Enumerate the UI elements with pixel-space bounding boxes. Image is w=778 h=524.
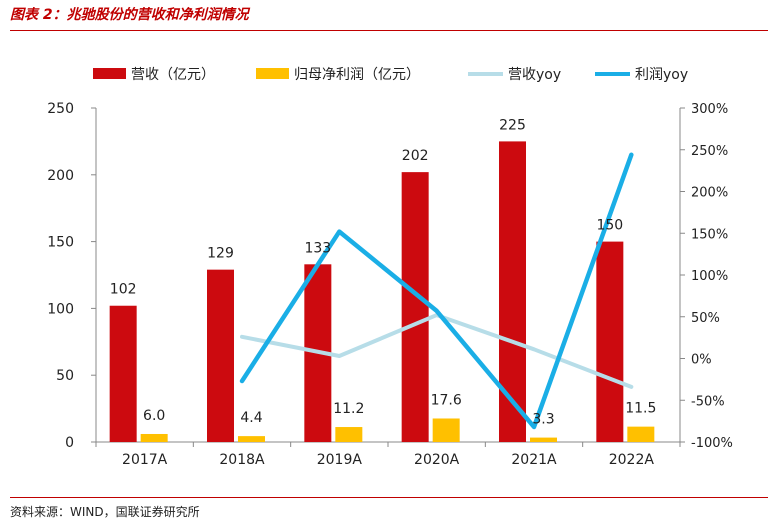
- profit-yoy-line: [239, 152, 634, 430]
- revenue-label: 150: [596, 218, 623, 234]
- y-right-tick-label: 100%: [691, 269, 728, 284]
- profit-label: 3.3: [532, 412, 554, 428]
- revenue-yoy-line: [240, 313, 634, 389]
- x-tick-label: 2022A: [609, 452, 655, 468]
- y-right-tick-label: -50%: [691, 394, 725, 409]
- y-right-tick-label: 50%: [691, 311, 720, 326]
- combo-chart: 营收（亿元） 归母净利润（亿元） 营收yoy 利润yoy 0 50 100 150 200 25…: [47, 66, 733, 468]
- y-right-tick-label: 150%: [691, 227, 728, 242]
- revenue-label: 129: [207, 246, 234, 262]
- y-right-tick-label: 0%: [691, 353, 712, 368]
- y-left-tick-label: 100: [47, 301, 74, 317]
- y-left-tick-label: 250: [47, 101, 74, 117]
- title-rule: [10, 30, 768, 31]
- y-right-tick-label: -100%: [691, 436, 733, 451]
- chart-data-labels: 102 6.0 129 4.4 133 11.2 202 17.6 225 3.3 150 11.5: [110, 117, 657, 427]
- profit-label: 4.4: [240, 410, 262, 426]
- chart-lines: [239, 152, 634, 430]
- legend-swatch: [93, 68, 126, 79]
- revenue-bar: [499, 141, 526, 442]
- profit-label: 11.2: [333, 401, 364, 417]
- x-tick-label: 2021A: [511, 452, 557, 468]
- revenue-bar: [596, 241, 624, 442]
- figure-title: 图表 2：兆驰股份的营收和净利润情况: [10, 7, 249, 23]
- revenue-label: 102: [110, 282, 137, 298]
- profit-bar: [627, 426, 655, 442]
- source-rule: [10, 497, 768, 498]
- profit-bar: [432, 418, 460, 442]
- revenue-bar: [207, 269, 234, 442]
- profit-bar: [140, 433, 168, 442]
- x-tick-label: 2020A: [414, 452, 460, 468]
- revenue-bar: [401, 172, 429, 443]
- legend-label: 归母净利润（亿元）: [294, 66, 420, 83]
- source-note: 资料来源：WIND，国联证券研究所: [10, 505, 200, 519]
- legend-label: 营收yoy: [508, 67, 561, 83]
- y-right-tick-label: 200%: [691, 186, 728, 201]
- legend-swatch: [256, 68, 289, 79]
- revenue-bar: [109, 305, 137, 442]
- legend-label: 营收（亿元）: [131, 67, 215, 83]
- y-left-tick-label: 150: [47, 235, 74, 251]
- y-right-tick-label: 250%: [691, 144, 728, 159]
- y-left-tick-label: 0: [65, 435, 74, 451]
- revenue-label: 225: [499, 117, 526, 133]
- profit-bar: [238, 436, 265, 442]
- y-right-tick-label: 300%: [691, 102, 728, 117]
- x-tick-label: 2018A: [219, 452, 265, 468]
- chart-legend: 营收（亿元） 归母净利润（亿元） 营收yoy 利润yoy: [93, 66, 688, 83]
- profit-bar: [530, 437, 557, 442]
- profit-bar: [335, 427, 363, 442]
- profit-label: 6.0: [143, 408, 165, 424]
- x-tick-label: 2019A: [317, 452, 363, 468]
- y-left-tick-label: 50: [56, 368, 74, 384]
- profit-label: 11.5: [625, 401, 656, 417]
- chart-axes: 0 50 100 150 200 250 -100% -50% 0% 50% 100% 150% 200…: [47, 101, 733, 468]
- y-left-tick-label: 200: [47, 168, 74, 184]
- x-tick-label: 2017A: [122, 452, 168, 468]
- chart-bars: [109, 141, 655, 443]
- revenue-label: 202: [402, 148, 429, 164]
- revenue-label: 133: [304, 240, 331, 256]
- profit-label: 17.6: [431, 392, 462, 408]
- legend-label: 利润yoy: [635, 67, 688, 83]
